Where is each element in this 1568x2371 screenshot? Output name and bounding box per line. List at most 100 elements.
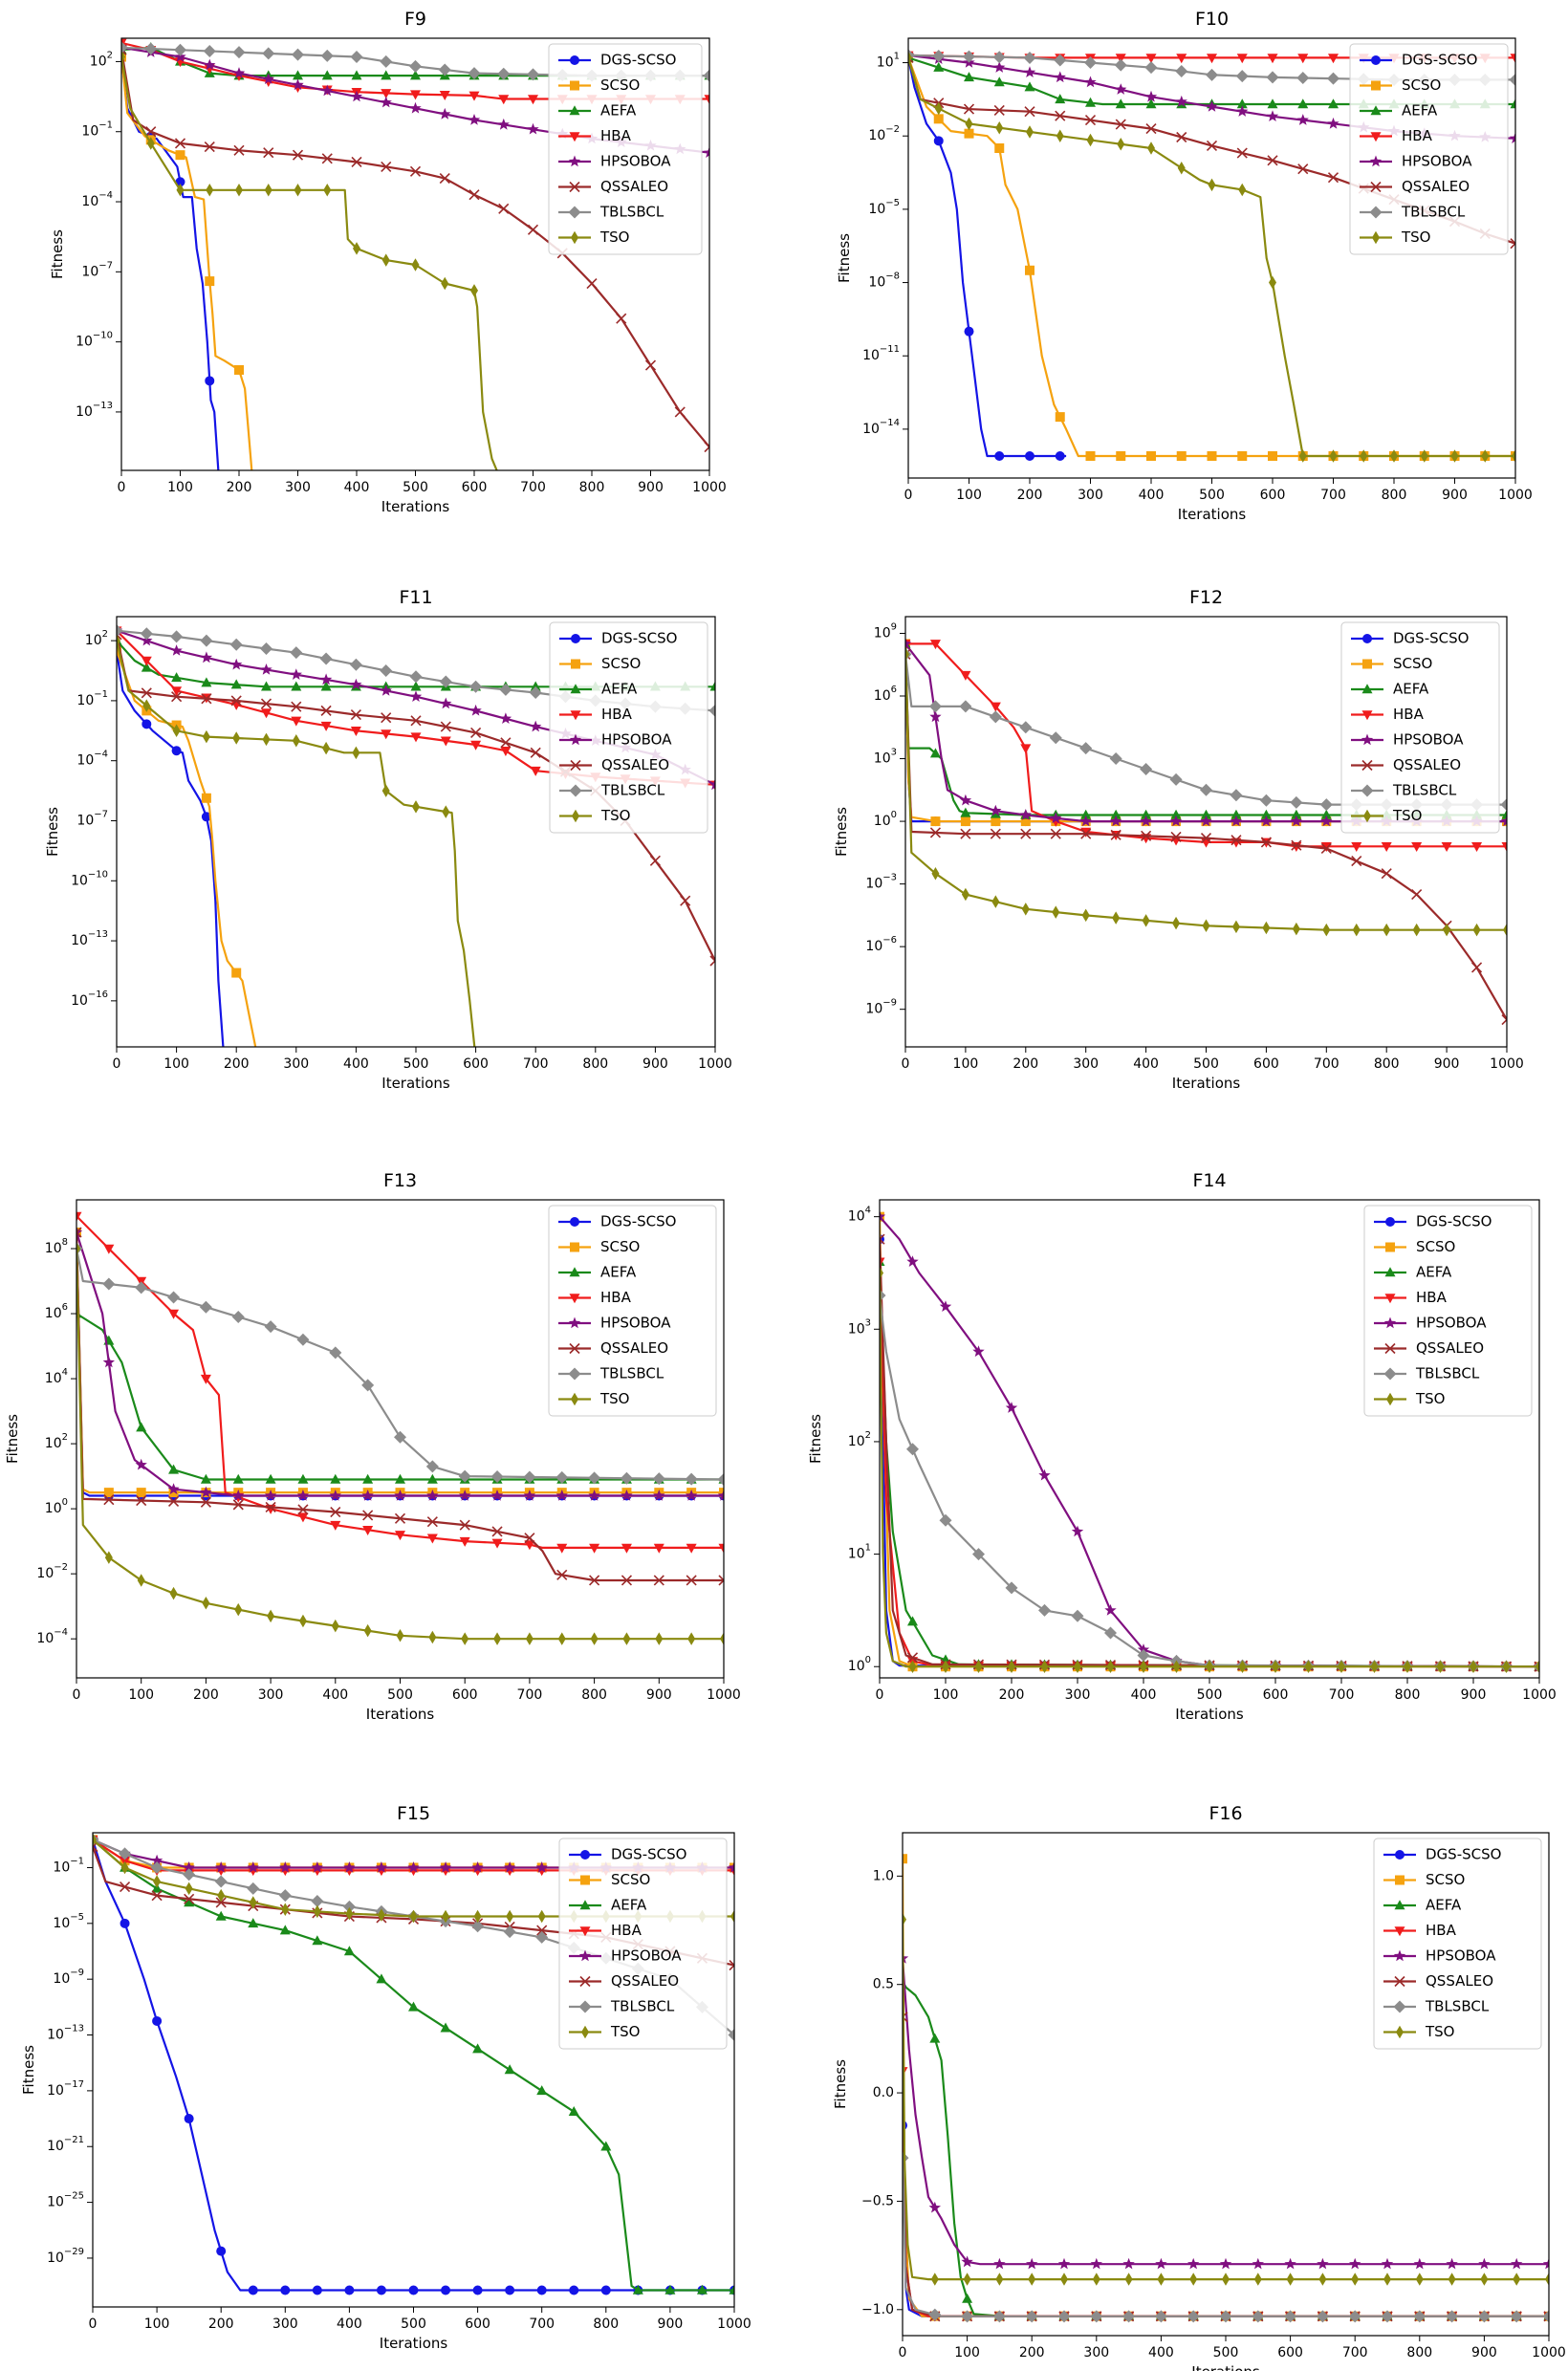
- legend-marker: [1383, 1316, 1397, 1329]
- x-tick-label: 300: [285, 480, 311, 495]
- data-point: [1080, 809, 1092, 819]
- series-hpsoboa: [76, 1226, 724, 1501]
- x-axis-label: Iterations: [1191, 2363, 1260, 2371]
- x-axis-label: Iterations: [381, 498, 450, 515]
- data-point: [1028, 2273, 1036, 2286]
- data-point: [394, 1430, 406, 1444]
- data-point: [906, 1443, 919, 1456]
- chart-title: F16: [1209, 1803, 1242, 1824]
- data-point: [311, 1861, 323, 1873]
- data-point: [1509, 132, 1515, 143]
- data-point: [1038, 1603, 1051, 1617]
- data-point: [322, 741, 331, 755]
- legend-item: SCSO: [1383, 1871, 1465, 1888]
- data-point: [1202, 919, 1210, 933]
- data-point: [200, 1374, 211, 1384]
- x-tick-label: 0: [904, 488, 913, 503]
- data-point: [1187, 2257, 1200, 2270]
- legend-item: DGS-SCSO: [1374, 1213, 1492, 1230]
- data-point: [527, 68, 539, 81]
- data-point: [1390, 449, 1398, 463]
- legend-marker: [1394, 1900, 1405, 1910]
- legend-marker: [570, 759, 581, 772]
- x-axis-label: Iterations: [381, 1075, 450, 1092]
- data-point: [1352, 923, 1361, 937]
- data-point: [329, 1490, 341, 1501]
- data-point: [426, 1490, 439, 1501]
- data-point: [1230, 789, 1243, 802]
- data-point: [1038, 1468, 1051, 1481]
- data-point: [491, 1538, 503, 1549]
- plot-frame: [120, 37, 710, 471]
- legend-marker: [568, 1367, 581, 1381]
- series-line: [903, 1983, 1549, 2317]
- data-point: [1267, 155, 1278, 166]
- legend-label: TBLSBCL: [1392, 782, 1457, 799]
- data-point: [1446, 2257, 1458, 2270]
- y-tick-label: 10−7: [76, 809, 108, 828]
- data-point: [1141, 830, 1152, 841]
- legend-label: SCSO: [600, 1238, 640, 1255]
- data-point: [621, 1543, 632, 1554]
- legend-item: TBLSBCL: [569, 1998, 675, 2015]
- data-point: [343, 1866, 355, 1877]
- data-point: [350, 678, 362, 690]
- data-point: [343, 1946, 355, 1956]
- legend-label: TSO: [1415, 1390, 1446, 1407]
- legend-marker: [569, 784, 582, 797]
- legend-marker: [569, 181, 580, 193]
- legend-item: SCSO: [1351, 655, 1432, 672]
- data-point: [1079, 815, 1092, 827]
- data-point: [408, 1866, 419, 1877]
- data-point: [362, 1473, 374, 1484]
- legend-marker: [568, 1316, 581, 1329]
- legend-marker: [578, 1949, 592, 1962]
- legend-item: SCSO: [559, 655, 641, 672]
- y-tick-label: 10−1: [81, 120, 113, 140]
- y-tick-label: 10−10: [76, 331, 113, 350]
- legend-label: QSSALEO: [601, 756, 669, 773]
- data-point: [1338, 1660, 1345, 1673]
- data-point: [1206, 140, 1218, 152]
- legend-label: AEFA: [1426, 1897, 1462, 1914]
- legend-marker: [1386, 1392, 1394, 1406]
- data-point: [320, 681, 332, 691]
- legend-item: DGS-SCSO: [1351, 630, 1469, 647]
- data-point: [470, 284, 478, 297]
- data-point: [200, 634, 213, 647]
- chart-f9: F9 0 100 200 300 400 500 600 700 800 900 1000 Iterat…: [49, 9, 727, 515]
- legend-label: HPSOBOA: [601, 731, 672, 749]
- legend-box: [548, 1205, 717, 1417]
- x-tick-label: 400: [344, 480, 370, 495]
- data-point: [523, 1470, 536, 1484]
- data-point: [903, 1854, 907, 1864]
- data-point: [655, 1632, 664, 1645]
- data-point: [201, 693, 212, 705]
- legend-item: AEFA: [558, 1264, 637, 1281]
- data-point: [1510, 54, 1515, 64]
- data-point: [1024, 106, 1035, 118]
- data-point: [167, 1483, 180, 1494]
- data-point: [928, 2308, 942, 2321]
- legend-marker: [1394, 1926, 1405, 1937]
- data-point: [380, 664, 393, 678]
- x-tick-label: 300: [1073, 1056, 1099, 1072]
- data-point: [1513, 2273, 1521, 2286]
- data-point: [408, 2285, 419, 2295]
- data-point: [350, 708, 361, 721]
- data-point: [620, 1471, 633, 1485]
- data-point: [345, 1906, 354, 1921]
- legend-item: TSO: [558, 1390, 630, 1407]
- data-point: [1420, 449, 1428, 463]
- data-point: [1470, 1660, 1477, 1673]
- data-point: [1297, 54, 1309, 64]
- data-point: [537, 1909, 546, 1924]
- data-point: [1509, 73, 1515, 86]
- plot-frame: [92, 1832, 735, 2308]
- data-point: [1296, 72, 1310, 85]
- legend-marker: [568, 206, 581, 219]
- data-point: [117, 624, 123, 638]
- data-point: [708, 704, 715, 717]
- legend-label: AEFA: [601, 681, 638, 698]
- data-point: [1055, 110, 1066, 121]
